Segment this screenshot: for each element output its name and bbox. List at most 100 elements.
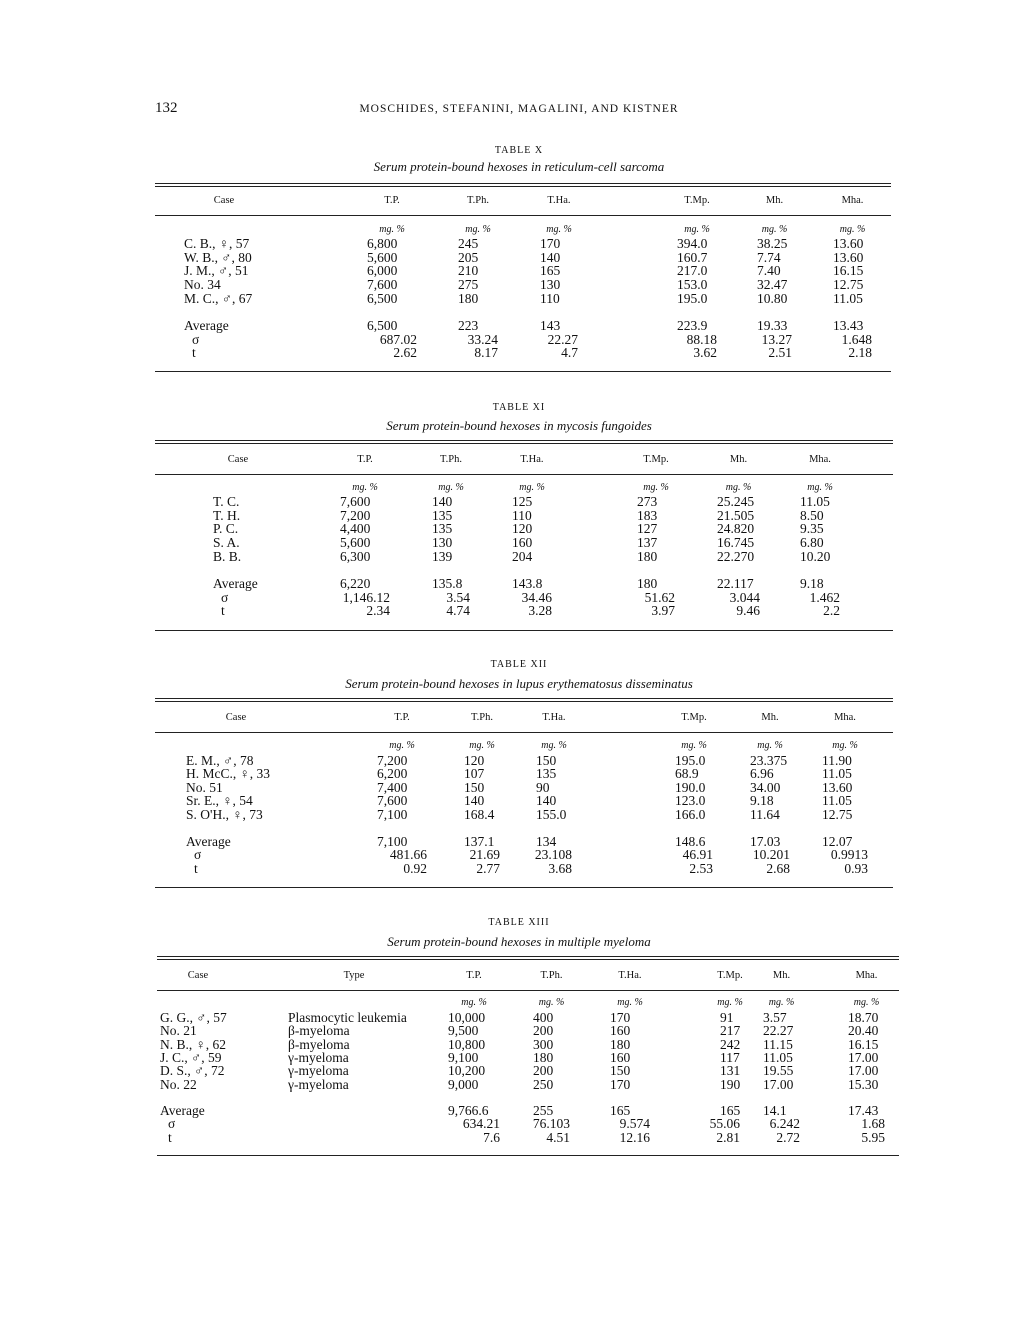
unit-label: mg. % [379,224,405,235]
data-cell: 21.69 [469,847,500,863]
row-label: t [194,860,198,876]
data-cell: 11.90 [822,753,852,768]
data-cell: 400 [533,1010,554,1025]
row-label: Average [213,576,258,591]
column-header: T.P. [384,195,400,206]
table-bottom-rule [155,887,893,888]
column-header: T.Ha. [542,712,566,723]
row-label: J. M., ♂, 51 [184,263,249,279]
column-header: Mh. [765,195,784,206]
data-cell: 10.80 [757,290,788,306]
data-cell: 2.77 [476,860,500,876]
data-cell: 165 [610,1103,631,1118]
data-cell: 6.242 [769,1116,800,1132]
column-header: T.Ha. [520,454,544,465]
unit-label: mg. % [519,482,545,493]
data-cell: 170 [610,1076,631,1092]
unit-label: mg. % [541,740,567,751]
data-cell: 153.0 [677,277,708,293]
data-cell: 46.91 [682,847,713,863]
column-header: Type [343,970,365,981]
data-cell: 150 [536,753,557,768]
data-cell: 150 [464,779,485,795]
column-header: Mh. [729,454,748,465]
table-caption: Serum protein-bound hexoses in mycosis f… [386,418,652,433]
row-label: Average [160,1103,205,1118]
data-cell: 1.462 [809,589,840,605]
data-cell: 2.68 [766,860,790,876]
data-cell: 10,000 [448,1010,486,1025]
unit-label: mg. % [546,224,572,235]
row-label: W. B., ♂, 80 [184,249,252,265]
data-cell: 2.62 [393,345,417,361]
column-header: T.Ha. [547,195,571,206]
data-cell: 139 [432,548,453,564]
data-cell: 22.270 [717,548,755,564]
data-cell: 38.25 [757,236,788,251]
column-header: Case [213,195,235,206]
data-cell: 7,100 [377,806,408,822]
data-cell: 130 [540,277,561,293]
data-cell: 130 [432,535,453,551]
row-label: E. M., ♂, 78 [186,753,254,768]
data-cell: 3.68 [548,860,572,876]
data-cell: 223 [458,318,479,333]
row-label: Sr. E., ♀, 54 [186,793,253,809]
unit-label: mg. % [853,997,880,1008]
table-top-rule [155,440,893,441]
data-cell: 210 [458,263,479,279]
data-cell: 1,146.12 [342,589,390,605]
data-cell: 13.43 [833,318,864,333]
data-cell: 12.16 [619,1129,650,1145]
data-cell: 11.15 [763,1036,793,1052]
column-header: T.Mp. [681,712,707,723]
data-cell: 9,000 [448,1076,479,1092]
row-label: σ [221,589,229,605]
data-cell: 16.15 [833,263,864,279]
data-cell: 180 [610,1036,631,1052]
data-cell: 6,000 [367,263,398,279]
data-cell: 6,300 [340,548,371,564]
data-cell: 160.7 [677,249,708,265]
table-title: TABLE XI [492,402,546,413]
data-cell: 131 [720,1063,741,1079]
table-header-rule [155,215,891,216]
table-bottom-rule [155,371,891,372]
data-cell: 7,100 [377,834,408,849]
data-cell: 135 [432,507,453,523]
data-cell: 16.15 [848,1036,879,1052]
data-cell: 5,600 [367,249,398,265]
table-top-rule [157,959,899,960]
data-cell: 12.75 [822,806,853,822]
data-cell: 170 [540,236,561,251]
data-cell: 13.60 [833,249,864,265]
row-label: T. C. [213,494,240,509]
column-header: Mh. [772,970,791,981]
data-cell: 137 [637,535,658,551]
table-title: TABLE XII [490,659,548,670]
data-cell: 242 [720,1036,741,1052]
column-header: Case [227,454,249,465]
data-cell: 8.50 [800,507,824,523]
unit-label: mg. % [807,482,833,493]
row-label: D. S., ♂, 72 [160,1063,225,1079]
data-cell: 19.55 [763,1063,794,1079]
data-cell: 9,500 [448,1023,479,1039]
row-label: S. A. [213,535,240,551]
table-top-rule [155,183,891,184]
data-cell: 165 [720,1103,741,1118]
data-cell: 7,600 [377,793,408,809]
column-header: T.Ph. [467,195,489,206]
table-top-rule [155,698,893,699]
row-label: t [192,345,196,361]
row-label: σ [192,331,200,347]
data-cell: 23.375 [750,753,788,768]
data-cell: 134 [536,834,557,849]
data-cell: 11.05 [822,793,852,809]
data-cell: 117 [720,1049,740,1065]
data-cell: 3.28 [528,603,552,619]
data-cell: 10.20 [800,548,831,564]
data-cell: 22.27 [547,331,578,347]
row-label: J. C., ♂, 59 [160,1049,222,1065]
row-label: Average [186,834,231,849]
